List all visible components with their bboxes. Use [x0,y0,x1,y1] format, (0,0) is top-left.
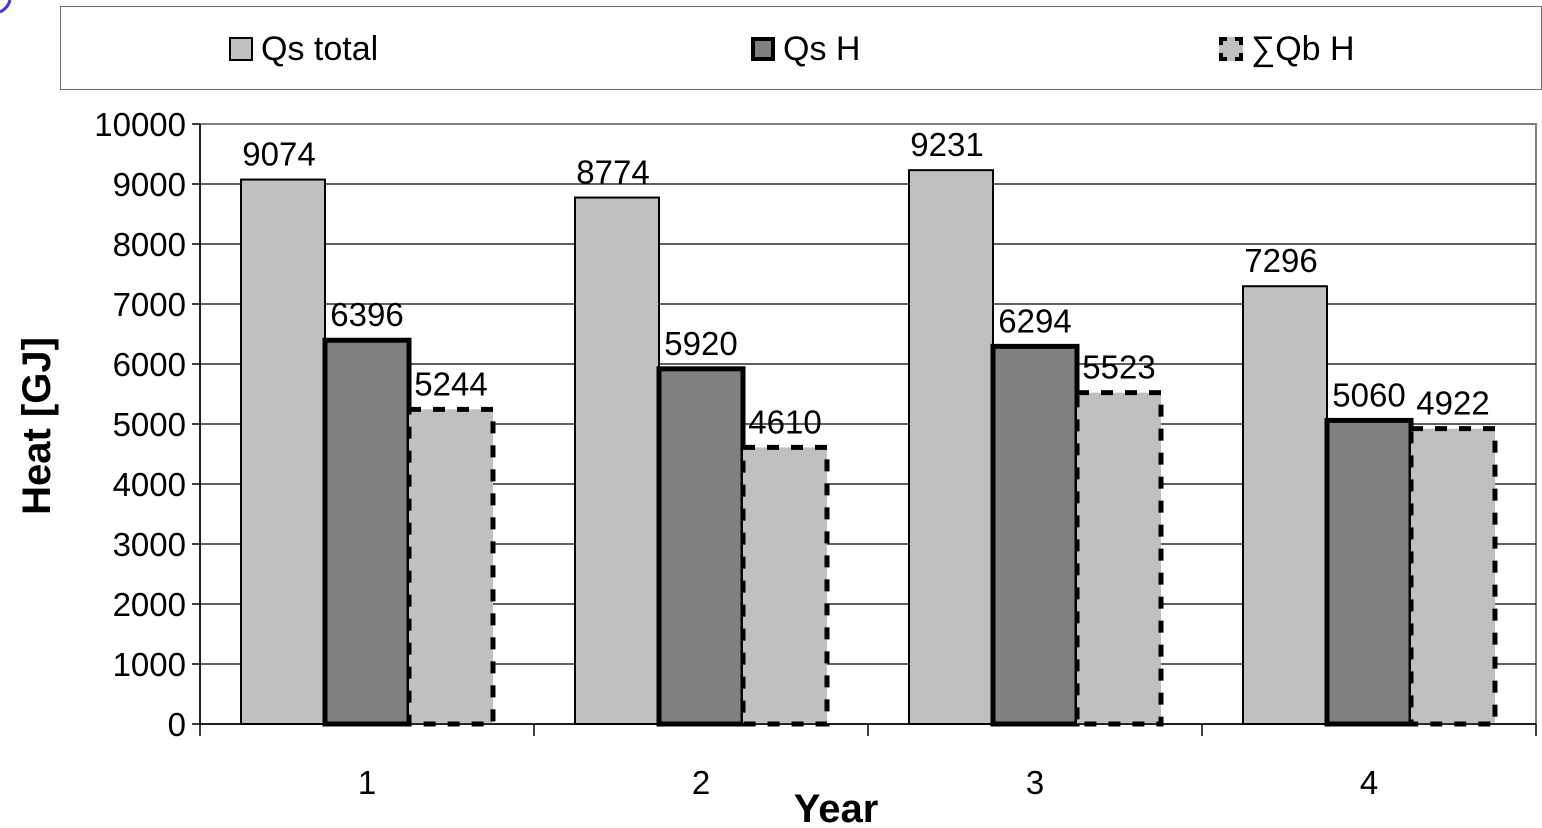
y-tick-label: 2000 [113,586,186,623]
legend-item-qs-total: Qs total [229,29,378,69]
bar-data-label: 6294 [998,302,1071,339]
legend-swatch-qs-total [229,37,253,61]
bar-data-label: 4610 [748,403,821,440]
y-axis-label: Heat [GJ] [15,337,59,515]
bar [740,444,830,727]
y-tick-label: 3000 [113,526,186,563]
bar-data-label: 7296 [1244,242,1317,279]
y-tick-label: 8000 [113,226,186,263]
y-tick-label: 9000 [113,166,186,203]
bar-data-label: 5060 [1332,376,1405,413]
bar [1408,426,1498,727]
y-tick-label: 4000 [113,466,186,503]
bar-data-label: 8774 [576,154,649,191]
bar-data-label: 9231 [910,126,983,163]
bar [240,178,326,725]
x-tick-label: 1 [358,764,376,801]
bar-data-label: 5920 [664,325,737,362]
y-tick-label: 10000 [94,106,186,143]
bar [322,337,412,727]
x-axis-label: Year [794,787,879,828]
x-tick-label: 3 [1026,764,1044,801]
bar [1324,417,1414,727]
bars [240,169,1498,727]
legend-label-qs-h: Qs H [783,29,861,68]
legend-swatch-qs-h [751,37,775,61]
bar [1242,285,1328,725]
bar [1074,390,1164,727]
legend-label-qb-h: ∑Qb H [1251,29,1355,68]
x-tick-label: 2 [692,764,710,801]
bar [406,406,496,727]
labels: 0 1000 2000 3000 4000 5000 6000 7000 8000 9000 100… [94,106,1489,801]
y-tick-label: 7000 [113,286,186,323]
axes [192,123,1537,736]
bar [908,169,994,725]
y-tick-label: 0 [168,706,186,743]
y-tick-label: 1000 [113,646,186,683]
corner-mark-icon [0,0,12,14]
y-tick-label: 5000 [113,406,186,443]
y-tick-label: 6000 [113,346,186,383]
legend: Qs total Qs H ∑Qb H [60,6,1542,90]
bar [574,196,660,725]
bar-data-label: 9074 [242,136,315,173]
legend-item-qs-h: Qs H [751,29,860,69]
legend-label-qs-total: Qs total [261,29,379,68]
bar-data-label: 4922 [1416,385,1489,422]
bar-data-label: 5523 [1082,349,1155,386]
x-tick-label: 4 [1360,764,1378,801]
bar-data-label: 6396 [330,296,403,333]
legend-item-qb-h: ∑Qb H [1219,29,1355,69]
bar-data-label: 5244 [414,365,487,402]
legend-swatch-qb-h [1219,37,1243,61]
bar [656,366,746,727]
bar [990,343,1080,727]
